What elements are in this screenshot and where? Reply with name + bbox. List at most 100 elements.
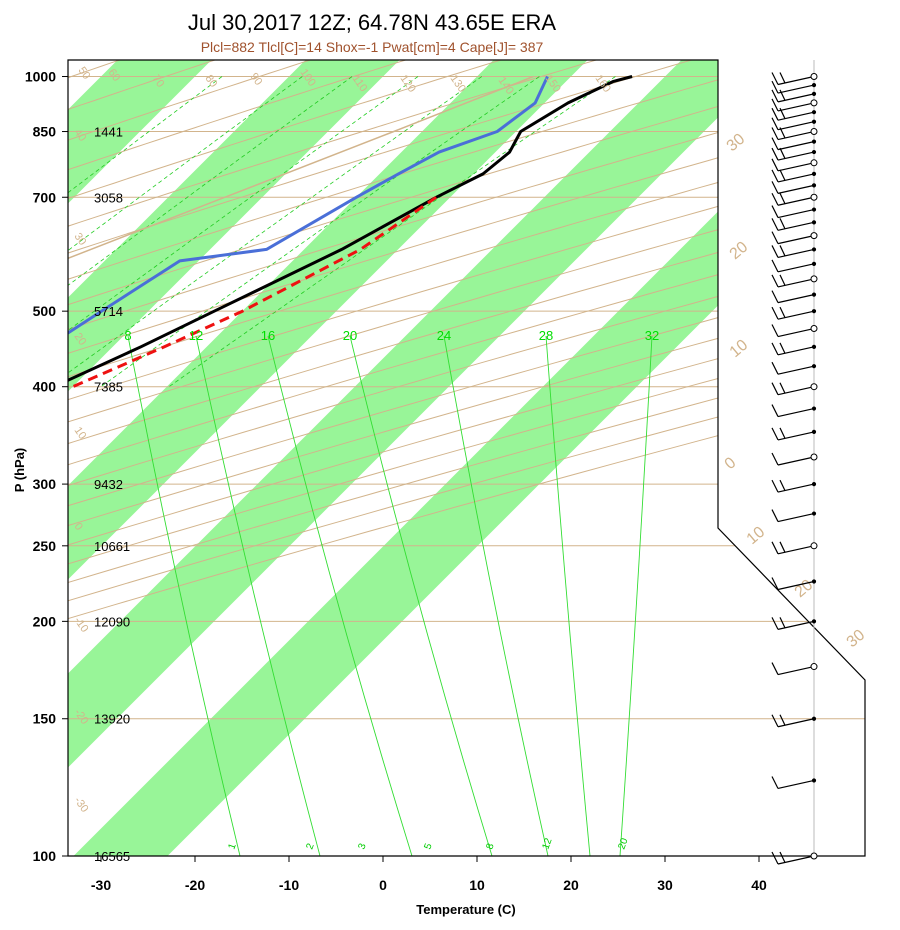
wind-station-dot <box>811 91 817 96</box>
wind-barb-flag <box>771 218 779 231</box>
plot-area <box>68 60 865 856</box>
wind-station-dot <box>811 119 817 124</box>
wind-barb-flag <box>771 137 779 150</box>
wind-barb-flag <box>771 259 779 273</box>
wind-station-dot <box>810 453 818 461</box>
wind-station-dot <box>811 82 817 88</box>
wind-barb-flag <box>771 306 779 320</box>
wind-barb-flag <box>771 205 779 218</box>
mixing-ratio-label: 12 <box>189 328 203 343</box>
dry-adiabat <box>68 60 406 856</box>
wind-barb-flag <box>771 274 779 288</box>
wind-barb-flag <box>771 117 779 130</box>
wind-barb <box>777 407 815 418</box>
x-axis-label: Temperature (C) <box>416 902 515 917</box>
dry-adiabat <box>68 60 865 856</box>
dewpoint-profile-line <box>68 75 534 575</box>
pressure-tick-label: 1000 <box>25 69 56 85</box>
mixing-ratio-line <box>100 76 540 388</box>
height-label: 5714 <box>94 304 123 319</box>
wind-station-dot <box>811 309 817 314</box>
wind-station-dot <box>811 139 817 144</box>
wind-barb-flag <box>771 158 779 172</box>
wind-barb-flag <box>771 617 779 630</box>
wind-station-dot <box>810 193 818 201</box>
mixing-ratio-label: 8 <box>484 842 496 851</box>
wind-barb-flag <box>779 107 786 119</box>
wind-barb-flag <box>771 89 779 103</box>
mixing-ratio-label: 8 <box>124 328 131 343</box>
wind-station-dot <box>811 716 817 721</box>
dry-adiabat-label: 60 <box>106 67 123 84</box>
wind-station-dot <box>810 232 818 240</box>
wind-scale-label: 10 <box>727 337 752 362</box>
wind-barb-flag <box>771 181 779 194</box>
wind-barb <box>777 263 815 273</box>
wind-barb <box>777 121 815 131</box>
wind-barb <box>777 235 815 245</box>
wind-station-dot <box>811 149 817 155</box>
wind-barb-flag <box>771 107 779 121</box>
isotherm-label: 30 <box>72 231 89 248</box>
pressure-tick-label: 500 <box>33 303 57 319</box>
wind-barb-flag <box>771 245 779 258</box>
wind-barb <box>777 483 815 493</box>
dry-adiabat-label: 50 <box>76 65 93 82</box>
wind-station-dot <box>810 852 818 860</box>
dry-adiabat <box>68 60 865 856</box>
dry-adiabat <box>68 60 865 856</box>
wind-barb <box>777 221 815 231</box>
wind-barb-flag <box>771 427 779 441</box>
wind-barb <box>777 130 815 141</box>
pressure-tick-label: 850 <box>33 124 57 140</box>
wind-barb <box>777 327 815 338</box>
mixing-ratio-line <box>68 76 223 388</box>
wind-barb-flag <box>771 72 779 85</box>
isotherm-label: 10 <box>72 425 89 442</box>
temperature-axis: -30 -20 -10 0 10 20 30 40 <box>91 856 767 893</box>
wind-barb-flag <box>771 127 779 140</box>
saturated-adiabat <box>195 335 321 856</box>
wind-barb <box>777 111 815 121</box>
pressure-tick-label: 100 <box>33 848 57 864</box>
y-axis-label: P (hPa) <box>12 448 27 493</box>
wind-barb <box>777 208 815 219</box>
pressure-tick-label: 700 <box>33 189 57 205</box>
wind-station-dot <box>811 220 817 225</box>
mixing-ratio-label: 12 <box>540 836 554 851</box>
wind-barb-flag <box>771 577 779 590</box>
mixing-ratio-label: 1 <box>226 842 238 851</box>
mixing-ratio-label: 20 <box>343 328 357 343</box>
wind-station-dot <box>810 99 818 107</box>
mixing-ratio-label: 3 <box>356 842 368 851</box>
mixing-ratio-line <box>168 76 616 388</box>
isotherm-bands <box>68 60 865 856</box>
isotherm-band <box>68 60 400 856</box>
wind-barb <box>777 294 815 304</box>
wind-barb-flag <box>779 541 786 553</box>
temperature-tick-label: -20 <box>185 877 205 893</box>
dewpoint-line <box>68 75 549 856</box>
wind-station-dot <box>811 406 817 411</box>
wind-barb <box>777 196 815 206</box>
wind-barb-flag <box>771 80 779 94</box>
wind-barb <box>777 248 815 259</box>
wind-barb-flag <box>779 127 786 139</box>
height-label: 13920 <box>94 712 130 727</box>
wind-barb <box>777 173 815 183</box>
mixing-ratio-label: 24 <box>437 328 451 343</box>
height-label: 3058 <box>94 190 123 205</box>
saturated-adiabat <box>267 335 413 856</box>
dry-adiabat <box>68 60 865 856</box>
isotherm-band <box>68 60 776 856</box>
wind-barb-flag <box>779 274 786 286</box>
pressure-tick-label: 200 <box>33 613 57 629</box>
dry-adiabat <box>68 60 865 856</box>
pressure-tick-label: 250 <box>33 538 57 554</box>
temperature-tick-label: 30 <box>657 877 673 893</box>
wind-barb-flag <box>771 452 779 466</box>
wind-barbs <box>771 60 818 865</box>
wind-station-dot <box>810 275 818 283</box>
temperature-line <box>68 75 633 856</box>
